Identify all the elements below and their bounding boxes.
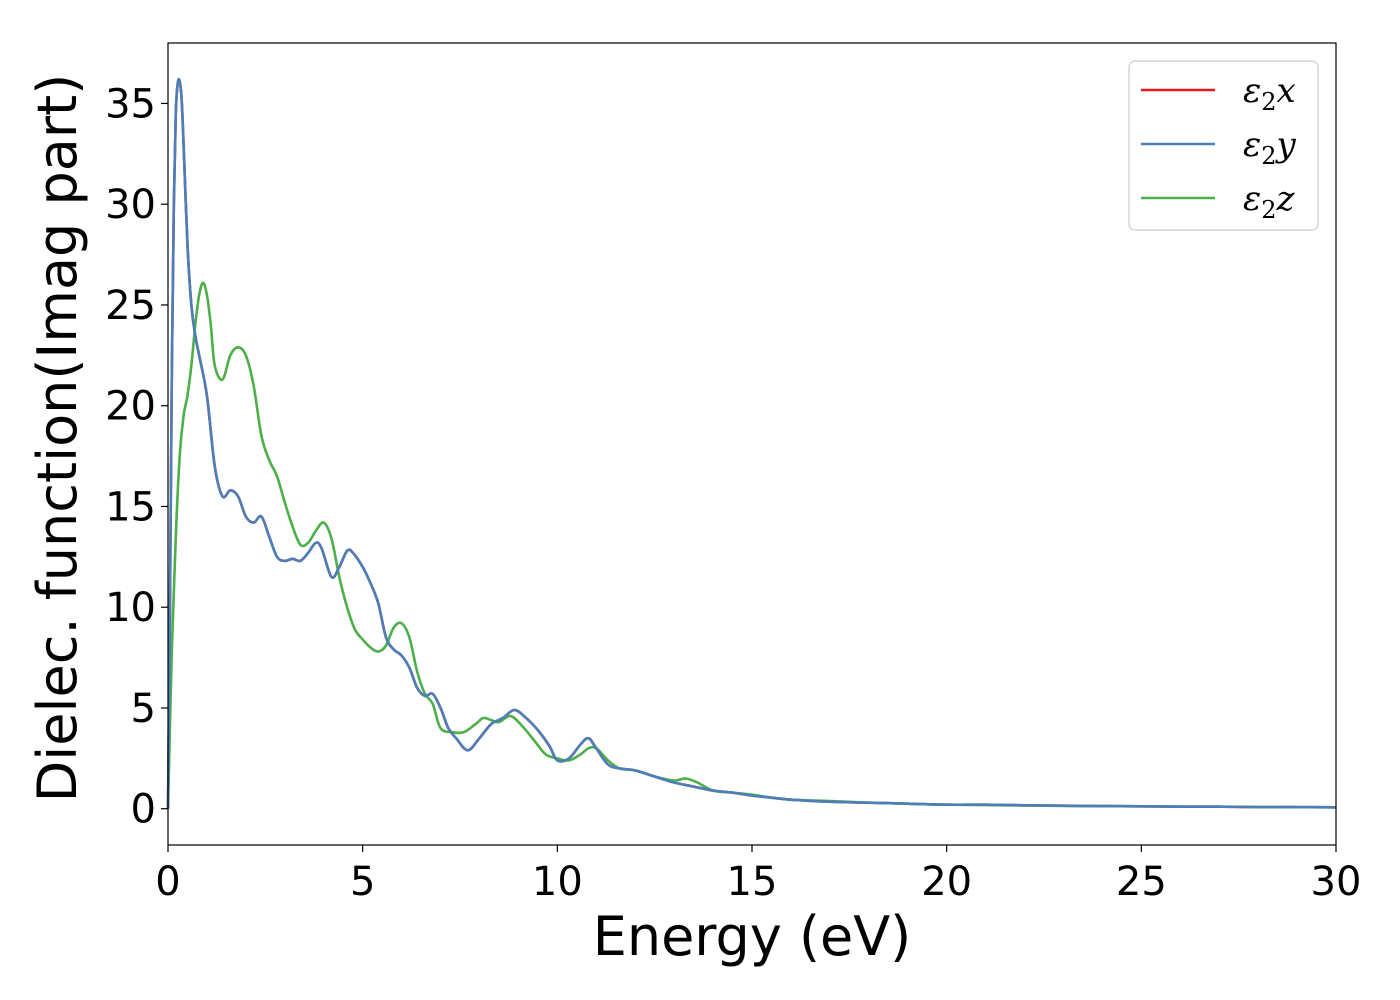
y-tick-label: 0 [131, 787, 156, 833]
y-tick-label: 30 [105, 182, 156, 228]
legend: ε2x ε2y ε2z [1128, 60, 1319, 231]
y-tick-label: 35 [105, 81, 156, 127]
y-tick-label: 20 [105, 384, 156, 430]
x-tick-label: 10 [532, 859, 583, 905]
y-axis-label: Dielec. function(Imag part) [26, 74, 89, 803]
legend-label-y: ε2y [1243, 125, 1297, 170]
x-tick-label: 15 [727, 859, 778, 905]
series-lines [166, 77, 1337, 809]
y-tick-label: 15 [105, 484, 156, 530]
legend-label-x: ε2x [1243, 71, 1296, 116]
x-axis-label: Energy (eV) [593, 905, 912, 968]
x-axis-ticks: 0 5 10 15 20 25 30 [155, 845, 1361, 905]
x-tick-label: 0 [155, 859, 180, 905]
series-line-z [166, 281, 1337, 809]
y-axis-ticks: 0 5 10 15 20 25 30 35 [105, 81, 168, 833]
x-tick-label: 5 [350, 859, 375, 905]
x-tick-label: 30 [1311, 859, 1362, 905]
y-tick-label: 10 [105, 585, 156, 631]
y-tick-label: 25 [105, 283, 156, 329]
legend-box [1128, 60, 1319, 231]
x-tick-label: 25 [1116, 859, 1167, 905]
series-line-y [166, 77, 1337, 809]
x-tick-label: 20 [921, 859, 972, 905]
legend-label-z: ε2z [1243, 179, 1296, 224]
y-tick-label: 5 [131, 686, 156, 732]
